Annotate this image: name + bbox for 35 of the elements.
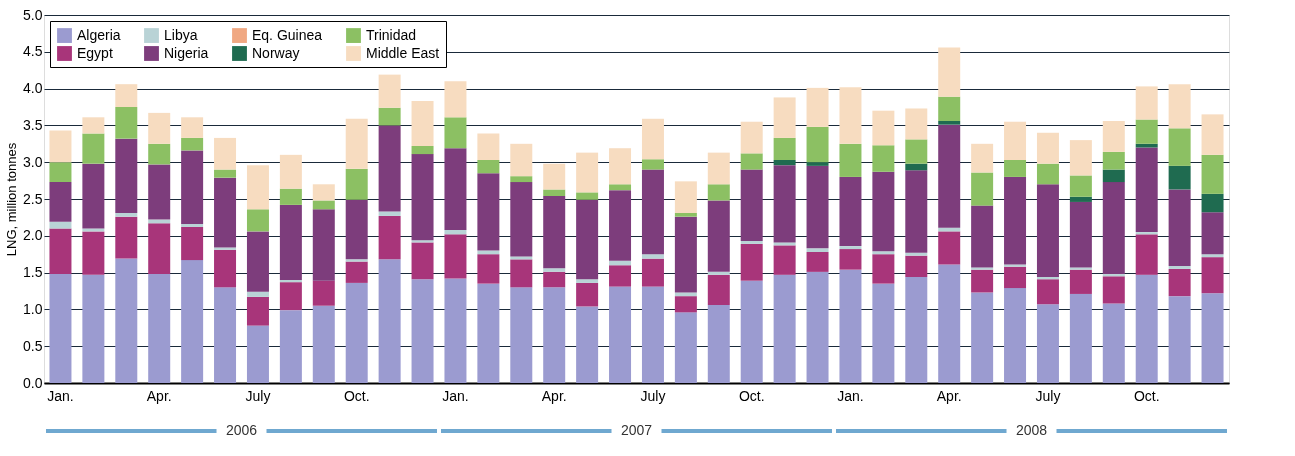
x-tick-label: July (245, 387, 271, 404)
x-tick-label: Apr. (936, 387, 962, 404)
y-tick-label: 0.0 (23, 374, 43, 391)
y-tick-label: 5.0 (23, 6, 43, 23)
x-tick-label: Jan. (442, 387, 469, 404)
y-tick-label: 4.0 (23, 80, 43, 97)
x-tick-label: Jan. (837, 387, 864, 404)
x-tick-label: Apr. (541, 387, 567, 404)
y-tick-label: 1.0 (23, 300, 43, 317)
legend-label: Libya (164, 26, 198, 43)
legend-label: Trinidad (366, 26, 417, 43)
legend-label: Eq. Guinea (252, 26, 323, 43)
x-tick-label: Oct. (343, 387, 370, 404)
x-tick-label: Oct. (1133, 387, 1160, 404)
x-tick-label: Jan. (47, 387, 74, 404)
x-tick-label: July (640, 387, 666, 404)
x-tick-label: Apr. (146, 387, 172, 404)
text: 2008 (1015, 422, 1048, 438)
y-tick-label: 4.5 (23, 43, 43, 60)
legend-label: Nigeria (164, 44, 209, 61)
x-tick-label: July (1035, 387, 1061, 404)
y-tick-label: 2.0 (23, 227, 43, 244)
text: 2006 (225, 422, 258, 438)
y-tick-label: 3.0 (23, 153, 43, 170)
y-tick-label: 1.5 (23, 264, 43, 281)
y-tick-label: 0.5 (23, 337, 43, 354)
x-tick-label: Oct. (738, 387, 765, 404)
y-axis-title: LNG, million tonnes (4, 142, 20, 257)
text: 2007 (620, 422, 653, 438)
y-tick-label: 2.5 (23, 190, 43, 207)
legend-label: Middle East (366, 44, 440, 61)
y-tick-label: 3.5 (23, 116, 43, 133)
legend-label: Algeria (77, 26, 121, 43)
legend-label: Norway (252, 44, 300, 61)
legend-label: Egypt (77, 44, 113, 61)
